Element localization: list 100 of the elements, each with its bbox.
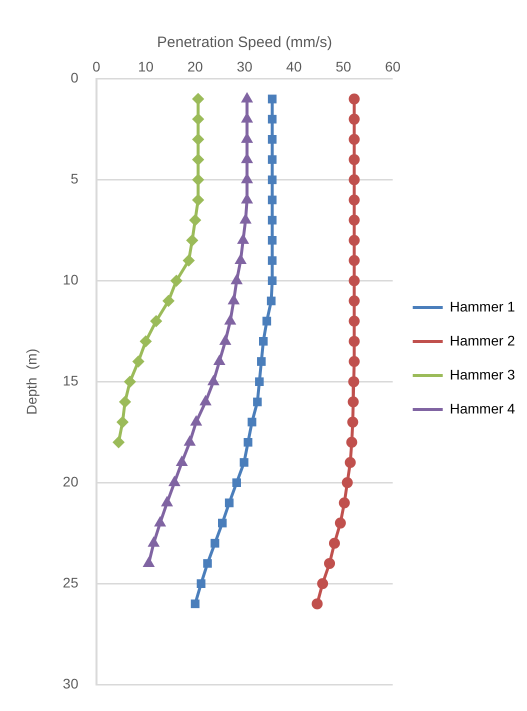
- point: [169, 477, 180, 486]
- point: [192, 114, 204, 125]
- point: [255, 377, 264, 386]
- point: [348, 234, 360, 246]
- x-tick-label: 60: [384, 58, 401, 74]
- x-tick-label: 50: [336, 58, 352, 74]
- point: [244, 438, 252, 447]
- point: [176, 456, 187, 466]
- point: [268, 216, 277, 224]
- point: [232, 275, 242, 284]
- point: [334, 518, 346, 529]
- point: [242, 93, 252, 102]
- point: [268, 236, 277, 245]
- point: [259, 336, 268, 346]
- point: [192, 154, 204, 166]
- point: [348, 396, 359, 408]
- point: [190, 600, 200, 608]
- point: [257, 357, 266, 366]
- point: [348, 295, 360, 306]
- point: [347, 416, 358, 428]
- point: [253, 398, 262, 406]
- legend-label: Hammer 4: [450, 400, 516, 416]
- legend-label: Hammer 1: [450, 298, 516, 314]
- point: [348, 255, 360, 266]
- point: [317, 578, 328, 590]
- point: [192, 174, 204, 186]
- point: [232, 478, 241, 487]
- x-axis-title: Penetration Speed (mm/s): [157, 34, 332, 52]
- y-tick-label: 25: [62, 574, 79, 590]
- legend-label: Hammer 2: [450, 332, 516, 348]
- point: [266, 296, 276, 306]
- point: [348, 93, 360, 104]
- point: [162, 497, 172, 506]
- point: [348, 316, 360, 327]
- point: [240, 458, 248, 467]
- point: [348, 336, 360, 347]
- point: [196, 579, 206, 588]
- point: [348, 376, 360, 388]
- point: [124, 376, 136, 388]
- x-tick-label: 30: [236, 58, 253, 74]
- point: [191, 416, 202, 426]
- point: [268, 196, 277, 204]
- point: [144, 558, 154, 567]
- point: [242, 134, 252, 143]
- point: [148, 538, 159, 547]
- point: [132, 356, 144, 368]
- point: [183, 255, 194, 266]
- point: [348, 194, 360, 206]
- point: [342, 477, 353, 488]
- point: [348, 174, 360, 186]
- point: [348, 154, 360, 166]
- point: [328, 538, 340, 549]
- point: [218, 518, 227, 528]
- y-tick-label: 15: [62, 372, 79, 389]
- point: [224, 498, 234, 508]
- point: [348, 114, 360, 125]
- point: [170, 275, 182, 286]
- point: [268, 94, 277, 104]
- point: [214, 356, 224, 366]
- x-tick-label: 20: [187, 58, 204, 74]
- y-tick-label: 5: [70, 170, 79, 187]
- point: [236, 255, 246, 264]
- point: [346, 436, 358, 448]
- point: [203, 559, 212, 568]
- point: [348, 134, 360, 145]
- point: [268, 276, 277, 286]
- point: [228, 295, 239, 304]
- point: [208, 376, 218, 386]
- y-tick-label: 10: [62, 272, 79, 288]
- point: [268, 175, 277, 184]
- point: [200, 396, 210, 406]
- point: [120, 396, 131, 408]
- point: [210, 538, 220, 548]
- y-tick-label: 0: [70, 70, 79, 86]
- x-tick-label: 10: [138, 58, 154, 74]
- point: [113, 436, 124, 448]
- point: [220, 336, 230, 345]
- point: [155, 518, 166, 527]
- point: [192, 134, 204, 145]
- x-tick-label: 40: [286, 58, 302, 74]
- point: [312, 598, 323, 610]
- point: [348, 356, 360, 368]
- point: [190, 214, 201, 226]
- point: [248, 418, 256, 426]
- point: [268, 256, 277, 265]
- point: [268, 135, 277, 144]
- point: [242, 194, 252, 204]
- point: [192, 93, 204, 104]
- point: [242, 154, 252, 164]
- point: [268, 155, 277, 164]
- y-tick-label: 20: [62, 474, 79, 490]
- point: [268, 114, 277, 124]
- point: [184, 436, 195, 446]
- point: [238, 234, 248, 244]
- point: [240, 214, 251, 224]
- point: [348, 214, 360, 226]
- y-tick-label: 30: [62, 675, 79, 692]
- point: [162, 295, 174, 306]
- point: [338, 497, 350, 508]
- point: [150, 316, 162, 327]
